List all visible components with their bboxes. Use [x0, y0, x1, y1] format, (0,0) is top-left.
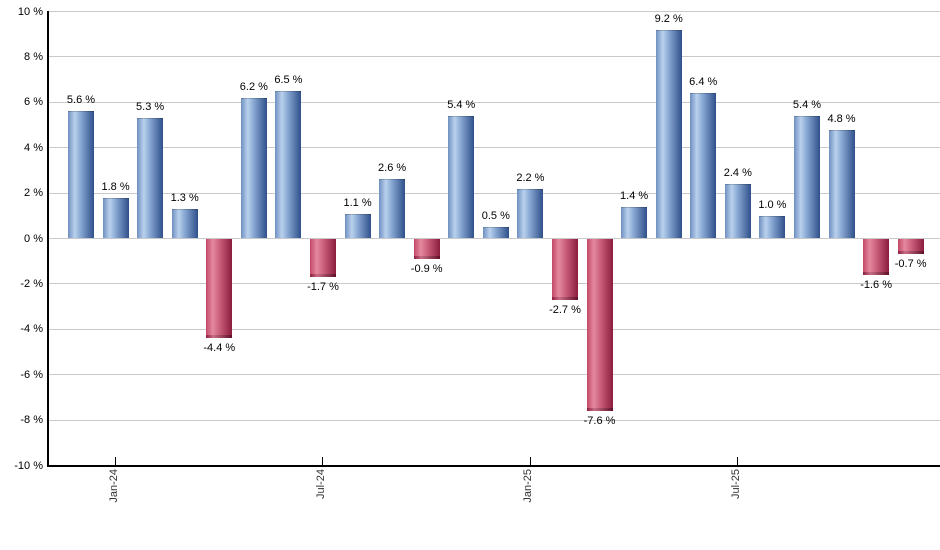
bar-value-label-Apr-25: 1.4 % [620, 189, 649, 202]
bar-Aug-24 [344, 213, 371, 239]
bar-Nov-25 [863, 238, 890, 276]
bar-Aug-25 [759, 215, 786, 239]
y-axis-tick-label: -2 % [20, 277, 43, 290]
bar-value-label-Jul-24: -1.7 % [307, 281, 339, 294]
bar-value-label-Oct-24: -0.9 % [410, 262, 443, 275]
gridline-0pct [48, 238, 940, 239]
bar-Mar-24 [171, 208, 198, 239]
gridline--6pct [48, 374, 940, 376]
bar-Jul-25 [724, 184, 751, 239]
bar-value-label-Aug-25: 1.0 % [758, 198, 787, 211]
y-axis-tick-label: 2 % [24, 187, 43, 200]
x-axis-tick-Jan-24 [115, 457, 117, 467]
bar-May-24 [240, 97, 267, 239]
bar-value-label-Jul-25: 2.4 % [723, 167, 752, 180]
bar-value-label-Jan-25: 2.2 % [516, 171, 545, 184]
bar-Apr-25 [621, 206, 648, 239]
bar-Feb-25 [551, 238, 578, 301]
bar-value-label-Sep-25: 5.4 % [792, 98, 822, 111]
bar-value-label-Feb-24: 5.3 % [136, 101, 165, 114]
y-axis-tick-label: 6 % [24, 96, 43, 109]
bar-value-label-Jun-24: 6.5 % [274, 73, 303, 86]
y-axis-tick-label: -4 % [20, 323, 43, 336]
bar-Jul-24 [309, 238, 336, 278]
y-axis-tick-label: 10 % [17, 5, 43, 18]
x-axis-tick-label-Jan-25: Jan-25 [522, 469, 535, 503]
bar-value-label-Feb-25: -2.7 % [549, 303, 581, 316]
bar-Jan-24 [102, 197, 129, 239]
x-axis-tick-Jul-24 [322, 457, 324, 467]
bar-Jun-24 [275, 90, 302, 239]
bar-value-label-Jun-25: 6.4 % [689, 76, 718, 89]
bar-Oct-25 [828, 129, 855, 239]
bar-May-25 [655, 29, 682, 239]
y-axis-tick-label: 4 % [24, 141, 43, 154]
y-axis-tick-label: -8 % [20, 414, 43, 427]
bar-value-label-Dec-23: 5.6 % [66, 94, 96, 107]
bar-value-label-Oct-25: 4.8 % [827, 112, 856, 125]
bar-Jan-25 [517, 188, 544, 239]
bar-value-label-May-24: 6.2 % [239, 80, 268, 93]
gridline--8pct [48, 419, 940, 421]
gridline-8pct [48, 56, 940, 58]
bar-value-label-Aug-24: 1.1 % [343, 196, 372, 209]
y-axis-tick-label: 8 % [24, 50, 43, 63]
gridline--2pct [48, 283, 940, 285]
bar-Dec-25 [897, 238, 924, 255]
gridline-4pct [48, 147, 940, 149]
y-axis-tick-label: -6 % [20, 368, 43, 381]
bar-Jun-25 [690, 93, 717, 239]
gridline--4pct [48, 328, 940, 330]
bar-value-label-Jan-24: 1.8 % [101, 180, 130, 193]
gridline-6pct [48, 101, 940, 103]
bar-value-label-Dec-24: 0.5 % [481, 210, 510, 223]
bar-Dec-23 [68, 111, 94, 239]
x-axis-tick-label-Jul-24: Jul-24 [314, 469, 327, 499]
gridline-10pct [48, 11, 940, 12]
x-axis-line [47, 465, 940, 467]
gridline-2pct [48, 192, 940, 194]
bar-Sep-25 [793, 115, 820, 239]
bar-value-label-May-25: 9.2 % [654, 12, 683, 25]
bar-value-label-Dec-25: -0.7 % [894, 258, 927, 271]
y-axis-line [47, 11, 49, 466]
x-axis-tick-label-Jul-25: Jul-25 [729, 469, 742, 499]
bar-Dec-24 [482, 227, 509, 239]
bar-value-label-Apr-24: -4.4 % [203, 342, 236, 355]
bar-value-label-Mar-25: -7.6 % [583, 415, 616, 428]
x-axis-tick-Jul-25 [737, 457, 739, 467]
bar-Mar-25 [586, 238, 613, 412]
y-axis-tick-label: 0 % [24, 232, 43, 245]
bar-Feb-24 [137, 118, 164, 239]
bar-Apr-24 [206, 238, 233, 339]
y-axis-tick-label: -10 % [14, 459, 43, 472]
bar-value-label-Nov-24: 5.4 % [447, 98, 476, 111]
bar-value-label-Nov-25: -1.6 % [860, 278, 892, 291]
bar-Sep-24 [379, 179, 406, 239]
x-axis-tick-label-Jan-24: Jan-24 [107, 469, 120, 503]
bar-Oct-24 [413, 238, 440, 260]
x-axis-tick-Jan-25 [529, 457, 531, 467]
bar-Nov-24 [448, 115, 475, 239]
bar-value-label-Mar-24: 1.3 % [170, 191, 199, 204]
bar-value-label-Sep-24: 2.6 % [378, 162, 407, 175]
